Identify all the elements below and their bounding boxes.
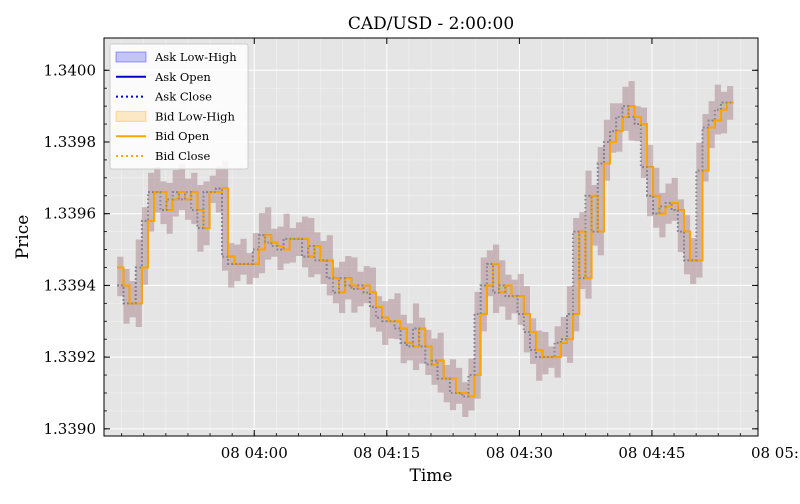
y-tick-label: 1.3394 [44,276,97,294]
low-high-band [394,293,400,339]
x-tick-label: 08 05:00 [751,444,800,462]
low-high-band [179,164,185,210]
legend: Ask Low-High Ask Open Ask Close Bid Low-Hig… [110,44,248,169]
x-tick-label: 08 04:15 [353,444,420,462]
x-tick-label: 08 04:30 [486,444,553,462]
y-tick-label: 1.3398 [44,133,97,151]
legend-handle-band [116,52,146,62]
y-tick-label: 1.3390 [44,420,97,438]
y-axis-label: Price [13,215,33,260]
legend-label: Bid Low-High [155,109,236,123]
chart-title: CAD/USD - 2:00:00 [348,14,514,34]
y-tick-label: 1.3392 [44,348,97,366]
legend-handle-band [116,111,146,121]
low-high-band [505,275,511,320]
y-tick-label: 1.3400 [44,61,97,79]
low-high-band [240,239,246,275]
low-high-band [247,253,253,284]
legend-label: Ask Open [154,70,211,84]
x-tick-label: 08 04:45 [618,444,685,462]
legend-label: Bid Open [155,129,210,143]
x-axis-label: Time [410,466,453,486]
y-tick-label: 1.3396 [44,205,97,223]
low-high-band [462,382,468,417]
legend-label: Ask Close [154,90,212,104]
x-tick-label: 08 04:00 [221,444,288,462]
low-high-band [265,207,271,259]
legend-label: Bid Close [155,149,210,163]
legend-label: Ask Low-High [154,50,237,64]
